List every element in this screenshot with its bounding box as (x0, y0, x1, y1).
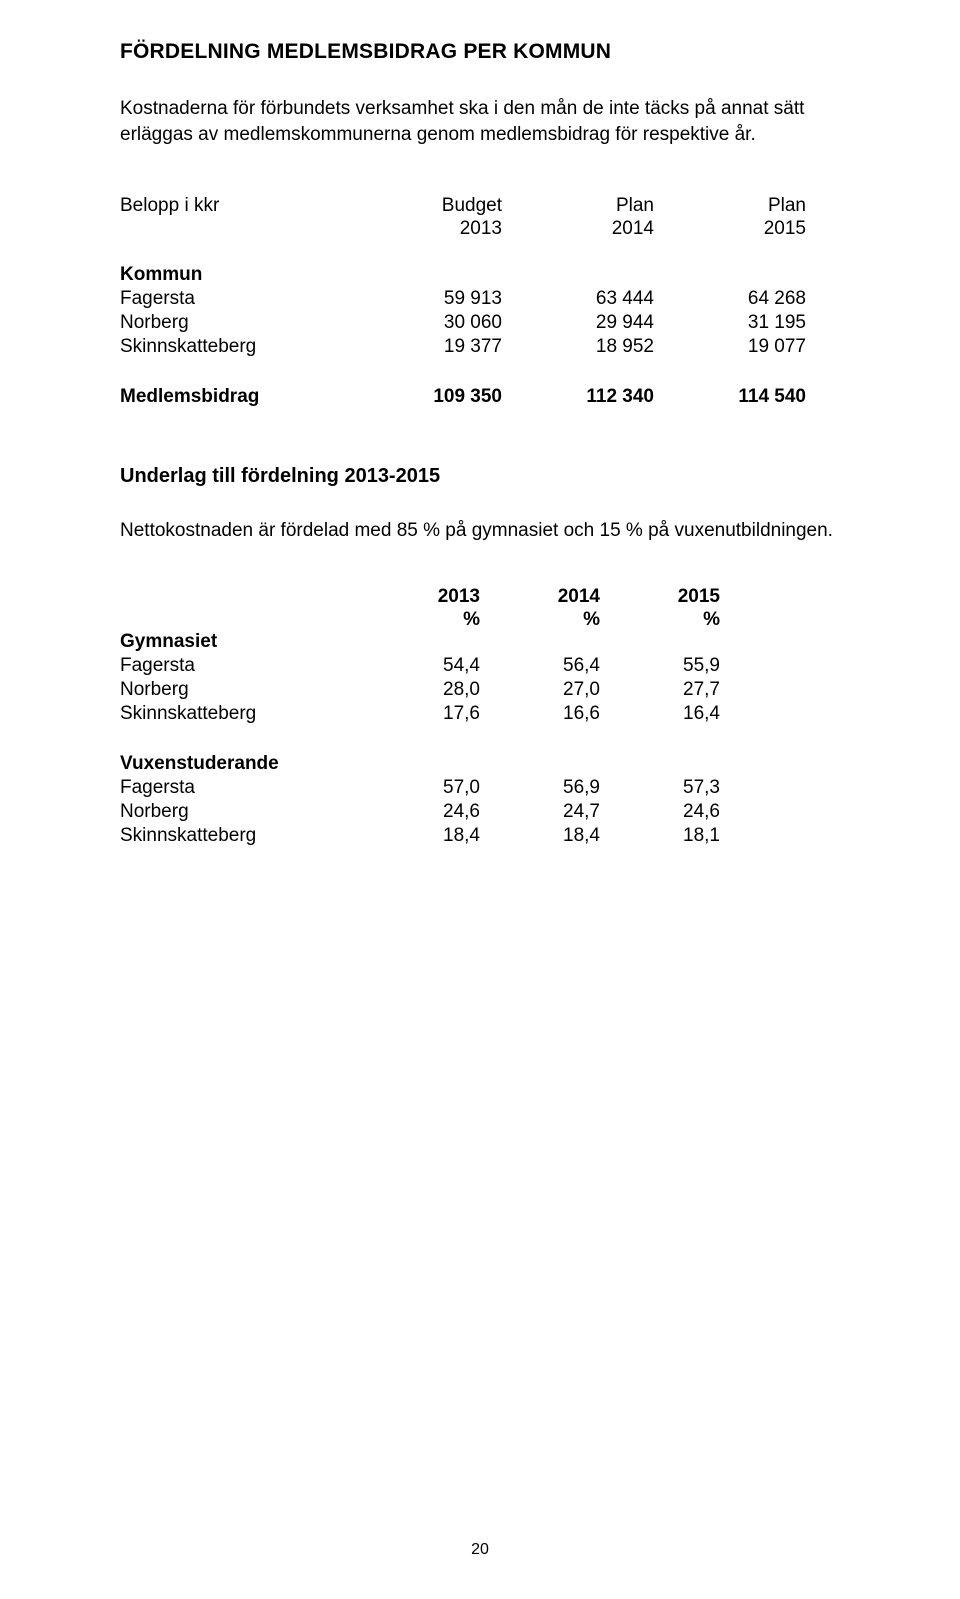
cell: 57,3 (600, 777, 720, 801)
table-fordelning: 2013 2014 2015 % % % Gymnasiet Fagersta … (120, 586, 720, 849)
cell: 24,7 (480, 801, 600, 825)
totals-label: Medlemsbidrag (120, 386, 350, 410)
table2-section-1-label: Gymnasiet (120, 631, 360, 655)
table1-head-col3-top: Plan (654, 195, 806, 218)
cell: 16,6 (480, 703, 600, 727)
table2-head-year-2: 2014 (480, 586, 600, 609)
cell: 30 060 (350, 312, 502, 336)
table-medlemsbidrag: Belopp i kkr Budget Plan Plan 2013 2014 … (120, 195, 806, 410)
totals-cell: 109 350 (350, 386, 502, 410)
page-number: 20 (0, 1541, 960, 1559)
table1-head-col3-year: 2015 (654, 218, 806, 264)
cell: 27,7 (600, 679, 720, 703)
cell: 55,9 (600, 655, 720, 679)
cell: 63 444 (502, 288, 654, 312)
table-row: Skinnskatteberg 18,4 18,4 18,1 (120, 825, 720, 849)
row-label: Fagersta (120, 288, 350, 312)
cell: 18,1 (600, 825, 720, 849)
table-row: Fagersta 59 913 63 444 64 268 (120, 288, 806, 312)
table2-head-pct-2: % (480, 609, 600, 631)
cell: 18,4 (480, 825, 600, 849)
table-row: Skinnskatteberg 17,6 16,6 16,4 (120, 703, 720, 727)
cell: 16,4 (600, 703, 720, 727)
row-label: Skinnskatteberg (120, 825, 360, 849)
table1-head-col2-top: Plan (502, 195, 654, 218)
cell: 24,6 (360, 801, 480, 825)
cell: 27,0 (480, 679, 600, 703)
cell: 56,9 (480, 777, 600, 801)
table-row: Norberg 30 060 29 944 31 195 (120, 312, 806, 336)
row-label: Skinnskatteberg (120, 336, 350, 360)
table-row: Norberg 28,0 27,0 27,7 (120, 679, 720, 703)
totals-cell: 114 540 (654, 386, 806, 410)
table1-section-label: Kommun (120, 264, 350, 288)
cell: 17,6 (360, 703, 480, 727)
table2-section-2-label: Vuxenstuderande (120, 753, 360, 777)
cell: 56,4 (480, 655, 600, 679)
table-row: Fagersta 57,0 56,9 57,3 (120, 777, 720, 801)
row-label: Fagersta (120, 777, 360, 801)
row-label: Norberg (120, 679, 360, 703)
cell: 24,6 (600, 801, 720, 825)
table1-head-col2-year: 2014 (502, 218, 654, 264)
cell: 18 952 (502, 336, 654, 360)
cell: 28,0 (360, 679, 480, 703)
row-label: Norberg (120, 801, 360, 825)
table1-head-col1-top: Budget (350, 195, 502, 218)
cell: 64 268 (654, 288, 806, 312)
totals-cell: 112 340 (502, 386, 654, 410)
cell: 19 077 (654, 336, 806, 360)
cell: 29 944 (502, 312, 654, 336)
table2-head-pct-1: % (360, 609, 480, 631)
intro-paragraph: Kostnaderna för förbundets verksamhet sk… (120, 96, 850, 147)
table1-head-col1-year: 2013 (350, 218, 502, 264)
cell: 19 377 (350, 336, 502, 360)
table2-head-year-3: 2015 (600, 586, 720, 609)
subtitle: Underlag till fördelning 2013-2015 (120, 465, 850, 488)
cell: 54,4 (360, 655, 480, 679)
cell: 57,0 (360, 777, 480, 801)
table-row: Fagersta 54,4 56,4 55,9 (120, 655, 720, 679)
page: FÖRDELNING MEDLEMSBIDRAG PER KOMMUN Kost… (0, 0, 960, 1599)
table-row: Skinnskatteberg 19 377 18 952 19 077 (120, 336, 806, 360)
table-row: Norberg 24,6 24,7 24,6 (120, 801, 720, 825)
table2-head-year-1: 2013 (360, 586, 480, 609)
cell: 18,4 (360, 825, 480, 849)
cell: 31 195 (654, 312, 806, 336)
note-paragraph: Nettokostnaden är fördelad med 85 % på g… (120, 518, 850, 544)
row-label: Fagersta (120, 655, 360, 679)
cell: 59 913 (350, 288, 502, 312)
row-label: Skinnskatteberg (120, 703, 360, 727)
table2-head-pct-3: % (600, 609, 720, 631)
row-label: Norberg (120, 312, 350, 336)
page-title: FÖRDELNING MEDLEMSBIDRAG PER KOMMUN (120, 40, 850, 64)
table1-head-label: Belopp i kkr (120, 195, 350, 218)
table1-totals-row: Medlemsbidrag 109 350 112 340 114 540 (120, 386, 806, 410)
